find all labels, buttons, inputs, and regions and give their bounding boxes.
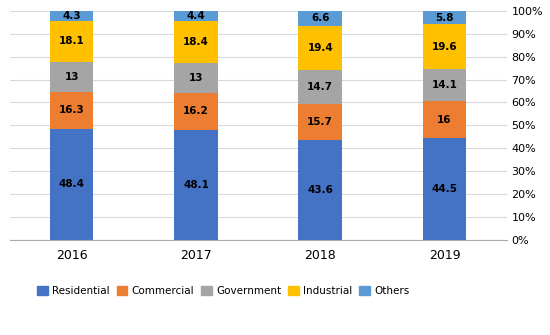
Bar [174, 21, 218, 63]
Bar [299, 104, 342, 140]
Bar [50, 20, 94, 62]
Text: 14.7: 14.7 [307, 82, 333, 92]
Bar [174, 11, 218, 21]
Bar [423, 24, 466, 69]
Text: 15.7: 15.7 [307, 117, 333, 127]
Bar [299, 26, 342, 70]
Text: 13: 13 [64, 72, 79, 82]
Text: 16: 16 [437, 115, 452, 125]
Bar [423, 138, 466, 240]
Text: 44.5: 44.5 [431, 184, 458, 194]
Text: 19.4: 19.4 [307, 43, 333, 53]
Text: 18.4: 18.4 [183, 37, 209, 47]
Bar [423, 11, 466, 24]
Bar [423, 101, 466, 138]
Bar [299, 140, 342, 240]
Text: 16.3: 16.3 [59, 105, 85, 115]
Text: 5.8: 5.8 [435, 13, 454, 22]
Bar [50, 92, 94, 129]
Text: 4.3: 4.3 [63, 11, 81, 21]
Bar [174, 130, 218, 240]
Bar [50, 11, 94, 20]
Bar [50, 129, 94, 240]
Text: 18.1: 18.1 [59, 36, 85, 46]
Text: 16.2: 16.2 [183, 106, 209, 116]
Bar [423, 69, 466, 101]
Bar [174, 92, 218, 130]
Bar [174, 63, 218, 92]
Text: 13: 13 [189, 73, 204, 83]
Text: 14.1: 14.1 [432, 80, 458, 90]
Bar [50, 62, 94, 92]
Text: 19.6: 19.6 [432, 42, 457, 52]
Text: 48.4: 48.4 [59, 179, 85, 189]
Bar [299, 11, 342, 26]
Text: 43.6: 43.6 [307, 185, 333, 195]
Text: 6.6: 6.6 [311, 13, 329, 23]
Legend: Residential, Commercial, Government, Industrial, Others: Residential, Commercial, Government, Ind… [37, 286, 409, 296]
Text: 48.1: 48.1 [183, 180, 209, 190]
Bar [299, 70, 342, 104]
Text: 4.4: 4.4 [186, 11, 205, 21]
